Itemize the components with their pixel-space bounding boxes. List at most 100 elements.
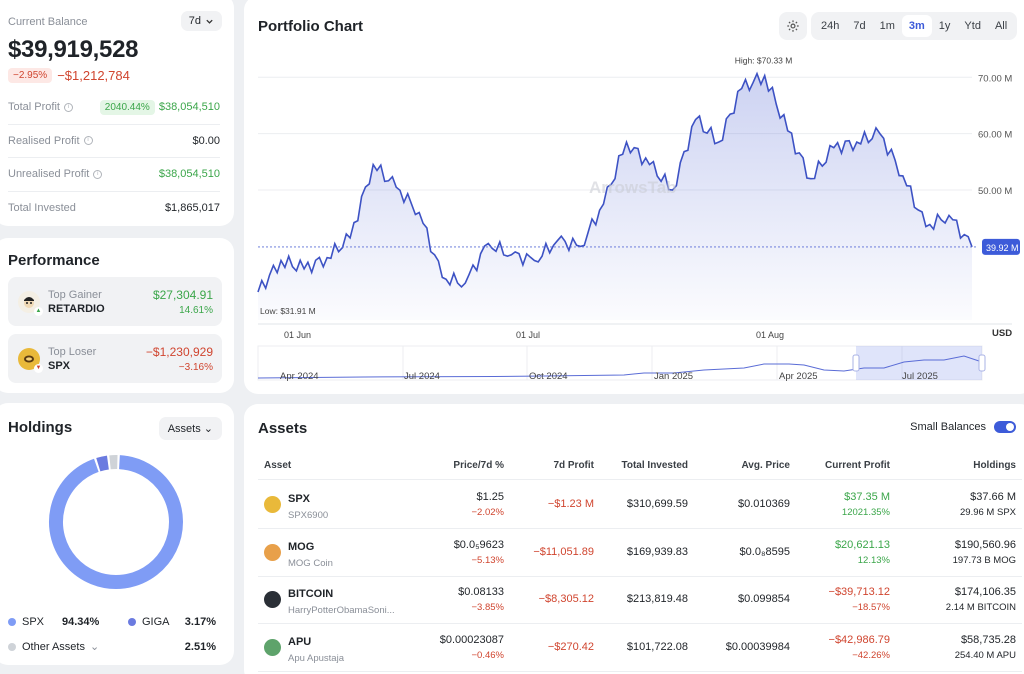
top-loser-value: −$1,230,929 <box>145 344 213 359</box>
chart-point[interactable] <box>578 244 583 249</box>
top-gainer[interactable]: ▲ Top Gainer RETARDIO $27,304.91 14.61% <box>8 277 222 326</box>
chart-point[interactable] <box>463 281 468 286</box>
chevron-down-icon <box>206 19 213 24</box>
asset-name: APU <box>288 635 312 648</box>
asset-name: BITCOIN <box>288 588 334 600</box>
chart-point[interactable] <box>279 258 284 263</box>
chart-point[interactable] <box>808 176 813 181</box>
portfolio-line-chart: 70.00 M 60.00 M 50.00 M 39.92 M High: $70.33… <box>256 56 1020 382</box>
current-profit-cell-sub: 12.13% <box>857 554 890 566</box>
holdings-cell-value: $58,735.28 <box>960 633 1016 646</box>
current-profit-cell-value: $37.35 M <box>844 491 890 503</box>
navigator-handle-left[interactable] <box>852 354 860 372</box>
profit-7d-value: −$8,305.12 <box>538 593 594 605</box>
col-avg-price[interactable]: Avg. Price <box>741 460 790 471</box>
holdings-legend-row-2[interactable]: Other Assets ⌄ 2.51% <box>8 640 216 653</box>
chart-point[interactable] <box>900 173 905 178</box>
chart-point[interactable] <box>417 210 422 215</box>
high-label: High: $70.33 M <box>735 56 793 66</box>
balance-row-value: $0.00 <box>192 134 220 147</box>
holdings-dropdown[interactable]: Assets ⌄ <box>158 417 222 440</box>
tab-7d[interactable]: 7d <box>853 20 866 32</box>
chart-point[interactable] <box>325 255 330 260</box>
donut-slice-giga[interactable] <box>96 455 109 472</box>
col-price[interactable]: Price/7d % <box>453 460 504 471</box>
chart-point[interactable] <box>302 266 307 271</box>
tab-all[interactable]: All <box>994 20 1008 32</box>
chart-point[interactable] <box>624 140 629 145</box>
tab-1y[interactable]: 1y <box>938 20 951 32</box>
balance-label: Current Balance <box>8 16 88 28</box>
chart-point[interactable] <box>601 202 606 207</box>
avg-price-value: $0.0₈8595 <box>739 545 790 558</box>
range-tabs: 24h 7d 1m 3m 1y Ytd All <box>811 12 1018 40</box>
info-icon[interactable]: i <box>83 136 93 146</box>
chart-point[interactable] <box>831 145 836 150</box>
chart-point[interactable] <box>716 140 721 145</box>
top-gainer-value: $27,304.91 <box>152 287 213 302</box>
chart-point[interactable] <box>371 162 376 167</box>
navigator-line <box>257 355 983 379</box>
chart-title: Portfolio Chart <box>258 18 363 35</box>
chart-point[interactable] <box>394 185 399 190</box>
navigator-selection[interactable] <box>856 346 982 380</box>
balance-row-value-wrap: $0.00 <box>192 135 220 147</box>
profit-7d-value: −$270.42 <box>547 640 594 653</box>
col-holdings[interactable]: Holdings <box>973 460 1016 471</box>
toggle-switch[interactable] <box>994 421 1016 433</box>
holdings-cell-value: $190,560.96 <box>954 538 1016 551</box>
small-balances-toggle[interactable]: Small Balances <box>910 421 1016 433</box>
chart-point[interactable] <box>854 140 859 145</box>
navigator-handle-right[interactable] <box>978 354 986 372</box>
info-icon[interactable]: i <box>93 169 103 179</box>
balance-row-label-text: Total Profit <box>8 101 60 114</box>
chart-point[interactable] <box>348 235 353 240</box>
chart-point[interactable] <box>693 117 698 122</box>
price-cell-value: $0.0₅9623 <box>453 538 504 551</box>
col-7d-profit[interactable]: 7d Profit <box>553 460 594 471</box>
navigator-tick-label: Apr 2024 <box>280 371 319 382</box>
tab-3m[interactable]: 3m <box>901 15 932 37</box>
balance-row-label: Realised Profit i <box>8 135 93 147</box>
chart-point[interactable] <box>532 258 537 263</box>
balance-row: Unrealised Profit i $38,054,510 <box>8 158 220 192</box>
period-dropdown[interactable]: 7d <box>180 11 222 31</box>
info-icon[interactable]: i <box>63 102 73 112</box>
col-asset[interactable]: Asset <box>264 460 292 471</box>
chart-point[interactable] <box>946 213 951 218</box>
tab-1m[interactable]: 1m <box>879 20 895 32</box>
chart-settings-button[interactable] <box>779 12 807 40</box>
chart-point[interactable] <box>647 162 652 167</box>
chart-point[interactable] <box>440 275 445 280</box>
tab-ytd[interactable]: Ytd <box>964 20 981 32</box>
holdings-cell: $37.66 M 29.96 M SPX <box>960 491 1016 518</box>
chart-point[interactable] <box>486 241 491 246</box>
chart-point[interactable] <box>555 238 560 243</box>
legend-spx-pct: 94.34% <box>62 616 100 628</box>
balance-row-pill: 2040.44% <box>99 100 155 116</box>
donut-slice-spx[interactable] <box>49 455 183 589</box>
invested-value: $213,819.48 <box>626 593 688 605</box>
tab-24h[interactable]: 24h <box>821 20 840 32</box>
table-row[interactable]: BITCOIN HarryPotterObamaSoni... $0.08133 −3… <box>258 577 1022 624</box>
col-current-profit[interactable]: Current Profit <box>825 460 890 471</box>
table-row[interactable]: SPX SPX6900 $1.25 −2.02% −$1.23 M $310,699.59… <box>258 482 1022 529</box>
col-total-invested[interactable]: Total Invested <box>621 460 689 471</box>
chart-point[interactable] <box>256 290 261 295</box>
table-row[interactable]: MOG MOG Coin $0.0₅9623 −5.13% −$11,051.89 $16… <box>258 530 1022 577</box>
assets-card: Assets Small Balances Asset Price/7d % 7… <box>244 404 1024 674</box>
chart-point[interactable] <box>762 73 767 78</box>
mog-coin-icon <box>264 543 281 561</box>
balance-row-value-wrap: $1,865,017 <box>165 202 220 214</box>
chart-point[interactable] <box>785 128 790 133</box>
chart-point[interactable] <box>877 131 882 136</box>
chart-point[interactable] <box>739 86 744 91</box>
balance-rows: Total Profit i 2040.44% $38,054,510 Realised… <box>8 91 220 225</box>
holdings-cell-sub: 2.14 M BITCOIN <box>945 602 1016 613</box>
navigator[interactable] <box>257 345 983 381</box>
top-loser[interactable]: ▼ Top Loser SPX −$1,230,929 −3.16% <box>8 334 222 383</box>
chart-point[interactable] <box>509 252 514 257</box>
avg-price-value: $0.00039984 <box>725 640 790 653</box>
chart-point[interactable] <box>923 224 928 229</box>
table-row[interactable]: APU Apu Apustaja $0.00023087 −0.46% −$270.42… <box>258 625 1022 672</box>
